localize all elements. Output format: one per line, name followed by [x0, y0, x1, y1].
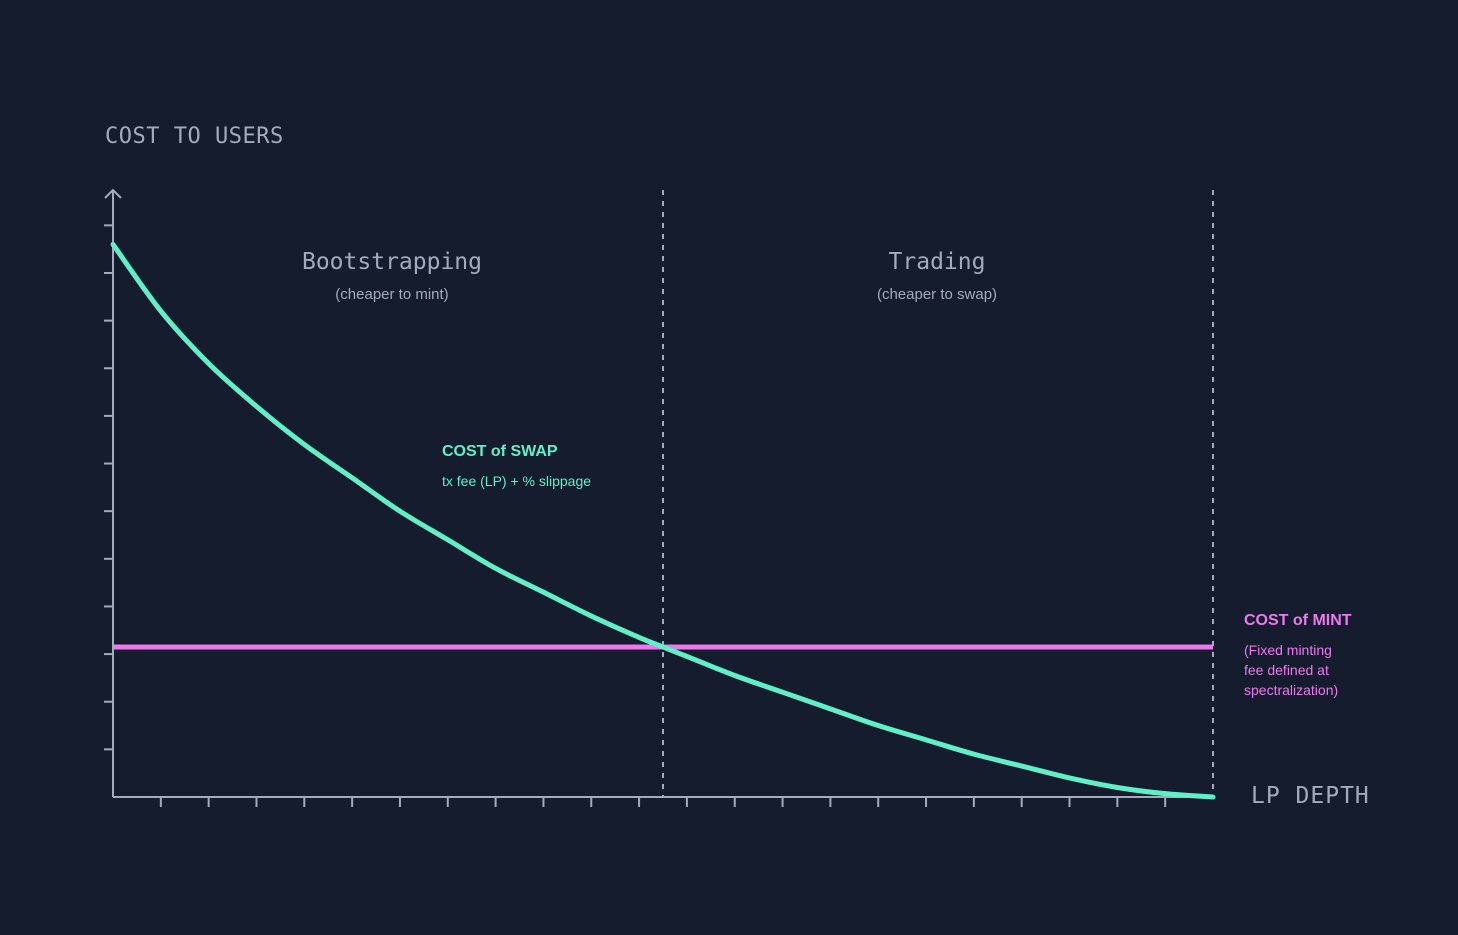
- region-trading-subtitle: (cheaper to swap): [876, 286, 998, 303]
- swap-series-label: COST of SWAP: [442, 443, 558, 460]
- mint-series-description-line: fee defined at: [1244, 662, 1329, 678]
- swap-series-description: tx fee (LP) + % slippage: [442, 473, 592, 489]
- swap-cost-curve: [110, 241, 1216, 800]
- mint-series-description-line: spectralization): [1244, 682, 1339, 698]
- mint-series-description-line: (Fixed minting: [1244, 642, 1332, 658]
- y-axis-arrow-icon: [104, 188, 122, 199]
- mint-series-label: COST of MINT: [1244, 612, 1352, 629]
- region-bootstrapping-title: Bootstrapping: [301, 249, 482, 275]
- region-bootstrapping-subtitle: (cheaper to mint): [335, 286, 449, 303]
- axes-layer: [104, 188, 1214, 807]
- series-layer: [110, 241, 1216, 800]
- region-trading-title: Trading: [888, 249, 986, 275]
- x-axis-title: LP DEPTH: [1251, 783, 1370, 809]
- y-axis-title: COST TO USERS: [105, 124, 284, 149]
